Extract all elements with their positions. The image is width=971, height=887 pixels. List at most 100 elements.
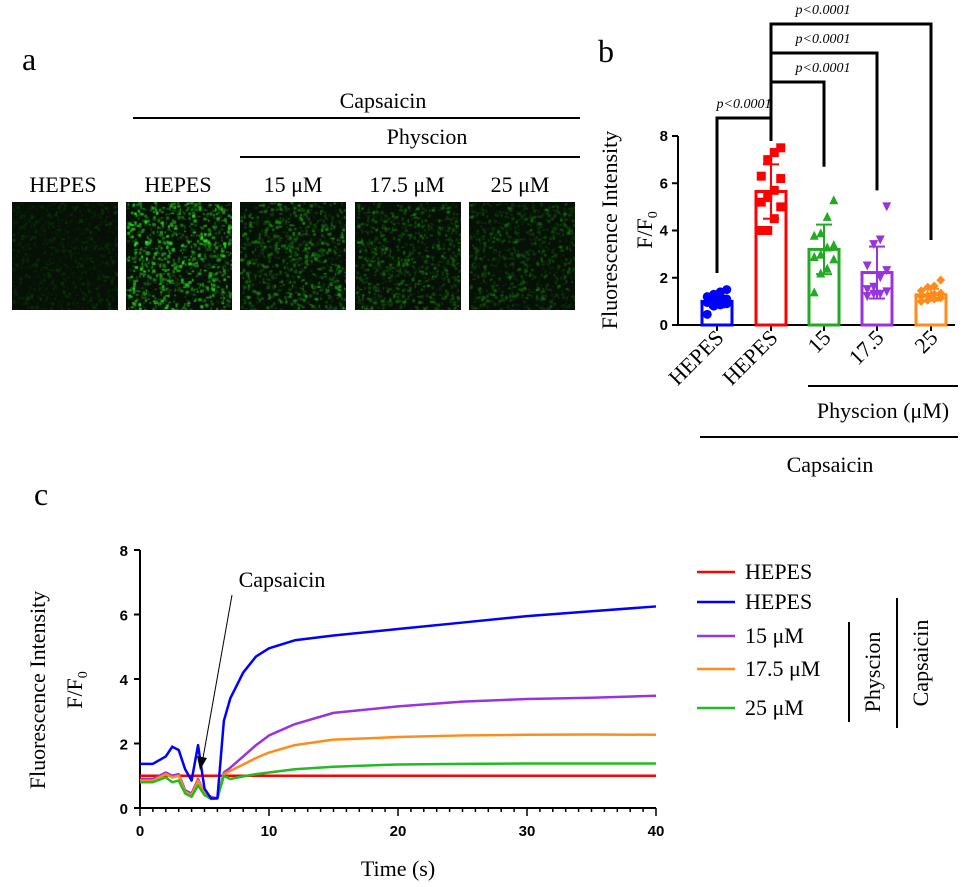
data-point: [769, 214, 779, 224]
y-tick-label: 2: [660, 270, 668, 287]
data-point: [869, 289, 879, 299]
data-point: [882, 287, 892, 297]
y-axis-label: Fluorescence Intensity: [597, 131, 622, 330]
data-point: [822, 263, 832, 273]
data-point: [869, 240, 879, 250]
panel-a-label: a: [22, 41, 36, 77]
data-point: [722, 294, 732, 304]
data-point: [829, 240, 839, 250]
data-point: [862, 285, 872, 295]
x-tick-label: 30: [519, 823, 536, 840]
data-point: [809, 287, 819, 297]
legend-label: 25 μM: [745, 695, 804, 720]
series-line: [140, 762, 656, 801]
data-point: [809, 251, 819, 261]
data-point: [756, 226, 766, 235]
x-tick-label: HEPES: [717, 325, 782, 390]
axis-label-main: F/F: [632, 218, 657, 249]
capsaicin-group-label: Capsaicin: [340, 88, 427, 113]
data-point: [809, 230, 819, 240]
capsaicin-group-label: Capsaicin: [787, 452, 874, 477]
y-axis-label-2: F/F0: [62, 671, 91, 709]
y-axis-label: Fluorescence Intensity: [25, 591, 50, 790]
y-tick-label: 6: [660, 175, 668, 192]
significance-bracket: [715, 116, 773, 274]
x-tick-label: HEPES: [663, 325, 728, 390]
panel-c-label: c: [34, 476, 48, 512]
capsaicin-annotation: Capsaicin: [239, 567, 326, 592]
data-point: [862, 292, 872, 302]
series-line: [140, 694, 657, 800]
data-point: [763, 155, 773, 165]
y-tick-label: 6: [120, 608, 128, 625]
x-tick-label: 15: [802, 325, 835, 358]
data-point: [916, 286, 926, 296]
data-point: [702, 309, 712, 319]
microscopy-image: [469, 202, 575, 310]
data-point: [816, 228, 826, 238]
data-point: [923, 290, 933, 300]
legend-label: HEPES: [745, 589, 812, 614]
data-point: [936, 293, 946, 303]
data-point: [929, 281, 939, 291]
data-point: [916, 292, 926, 302]
data-point: [875, 289, 885, 299]
column-label: 25 μM: [491, 172, 550, 197]
significance-bracket: [769, 80, 826, 167]
data-point: [763, 226, 773, 235]
column-label: 15 μM: [264, 172, 323, 197]
microscopy-image: [12, 202, 118, 310]
data-point: [882, 202, 892, 212]
data-point: [923, 282, 933, 292]
arrow-head: [197, 756, 207, 770]
physcion-group-label: Physcion (μM): [817, 398, 949, 423]
legend-label: HEPES: [745, 559, 812, 584]
data-point: [875, 273, 885, 283]
legend-label: 15 μM: [745, 623, 804, 648]
axis-label-subscript: 0: [76, 671, 91, 678]
capsaicin-legend-label: Capsaicin: [908, 620, 933, 707]
column-label: HEPES: [29, 172, 96, 197]
data-point: [822, 242, 832, 252]
y-tick-label: 8: [120, 543, 128, 560]
column-label: 17.5 μM: [369, 172, 444, 197]
data-point: [816, 268, 826, 278]
data-point: [916, 296, 926, 306]
data-point: [882, 266, 892, 276]
p-value-label: p<0.0001: [795, 32, 851, 47]
data-point: [756, 171, 766, 181]
panel-b-label: b: [598, 33, 614, 69]
physcion-group-label: Physcion: [387, 124, 468, 149]
microscopy-image: [126, 202, 232, 310]
y-tick-label: 2: [120, 737, 128, 754]
data-point: [756, 197, 766, 207]
data-point: [929, 289, 939, 299]
series-line: [140, 733, 657, 800]
data-point: [936, 288, 946, 298]
x-tick-label: 0: [136, 823, 144, 840]
y-tick-label: 0: [660, 317, 668, 334]
y-tick-label: 0: [120, 801, 128, 818]
x-tick-label: 10: [261, 823, 278, 840]
data-point: [923, 295, 933, 305]
p-value-label: p<0.0001: [716, 97, 772, 112]
axis-label-subscript: 0: [646, 211, 661, 218]
x-tick-label: 17.5: [844, 325, 889, 370]
series-line: [140, 605, 657, 800]
data-point: [769, 185, 779, 195]
axis-label-main: F/F: [62, 678, 87, 709]
x-tick-label: 25: [909, 325, 942, 358]
x-tick-label: 20: [390, 823, 407, 840]
x-axis-label: Time (s): [361, 856, 435, 881]
data-point: [769, 148, 779, 158]
y-tick-label: 4: [120, 672, 129, 689]
data-point: [816, 249, 826, 259]
data-point: [722, 285, 732, 295]
physcion-legend-label: Physcion: [860, 632, 885, 713]
data-point: [829, 254, 839, 264]
y-axis-label-2: F/F0: [632, 211, 661, 249]
microscopy-image: [355, 202, 461, 310]
data-point: [776, 202, 786, 212]
data-point: [822, 211, 832, 221]
